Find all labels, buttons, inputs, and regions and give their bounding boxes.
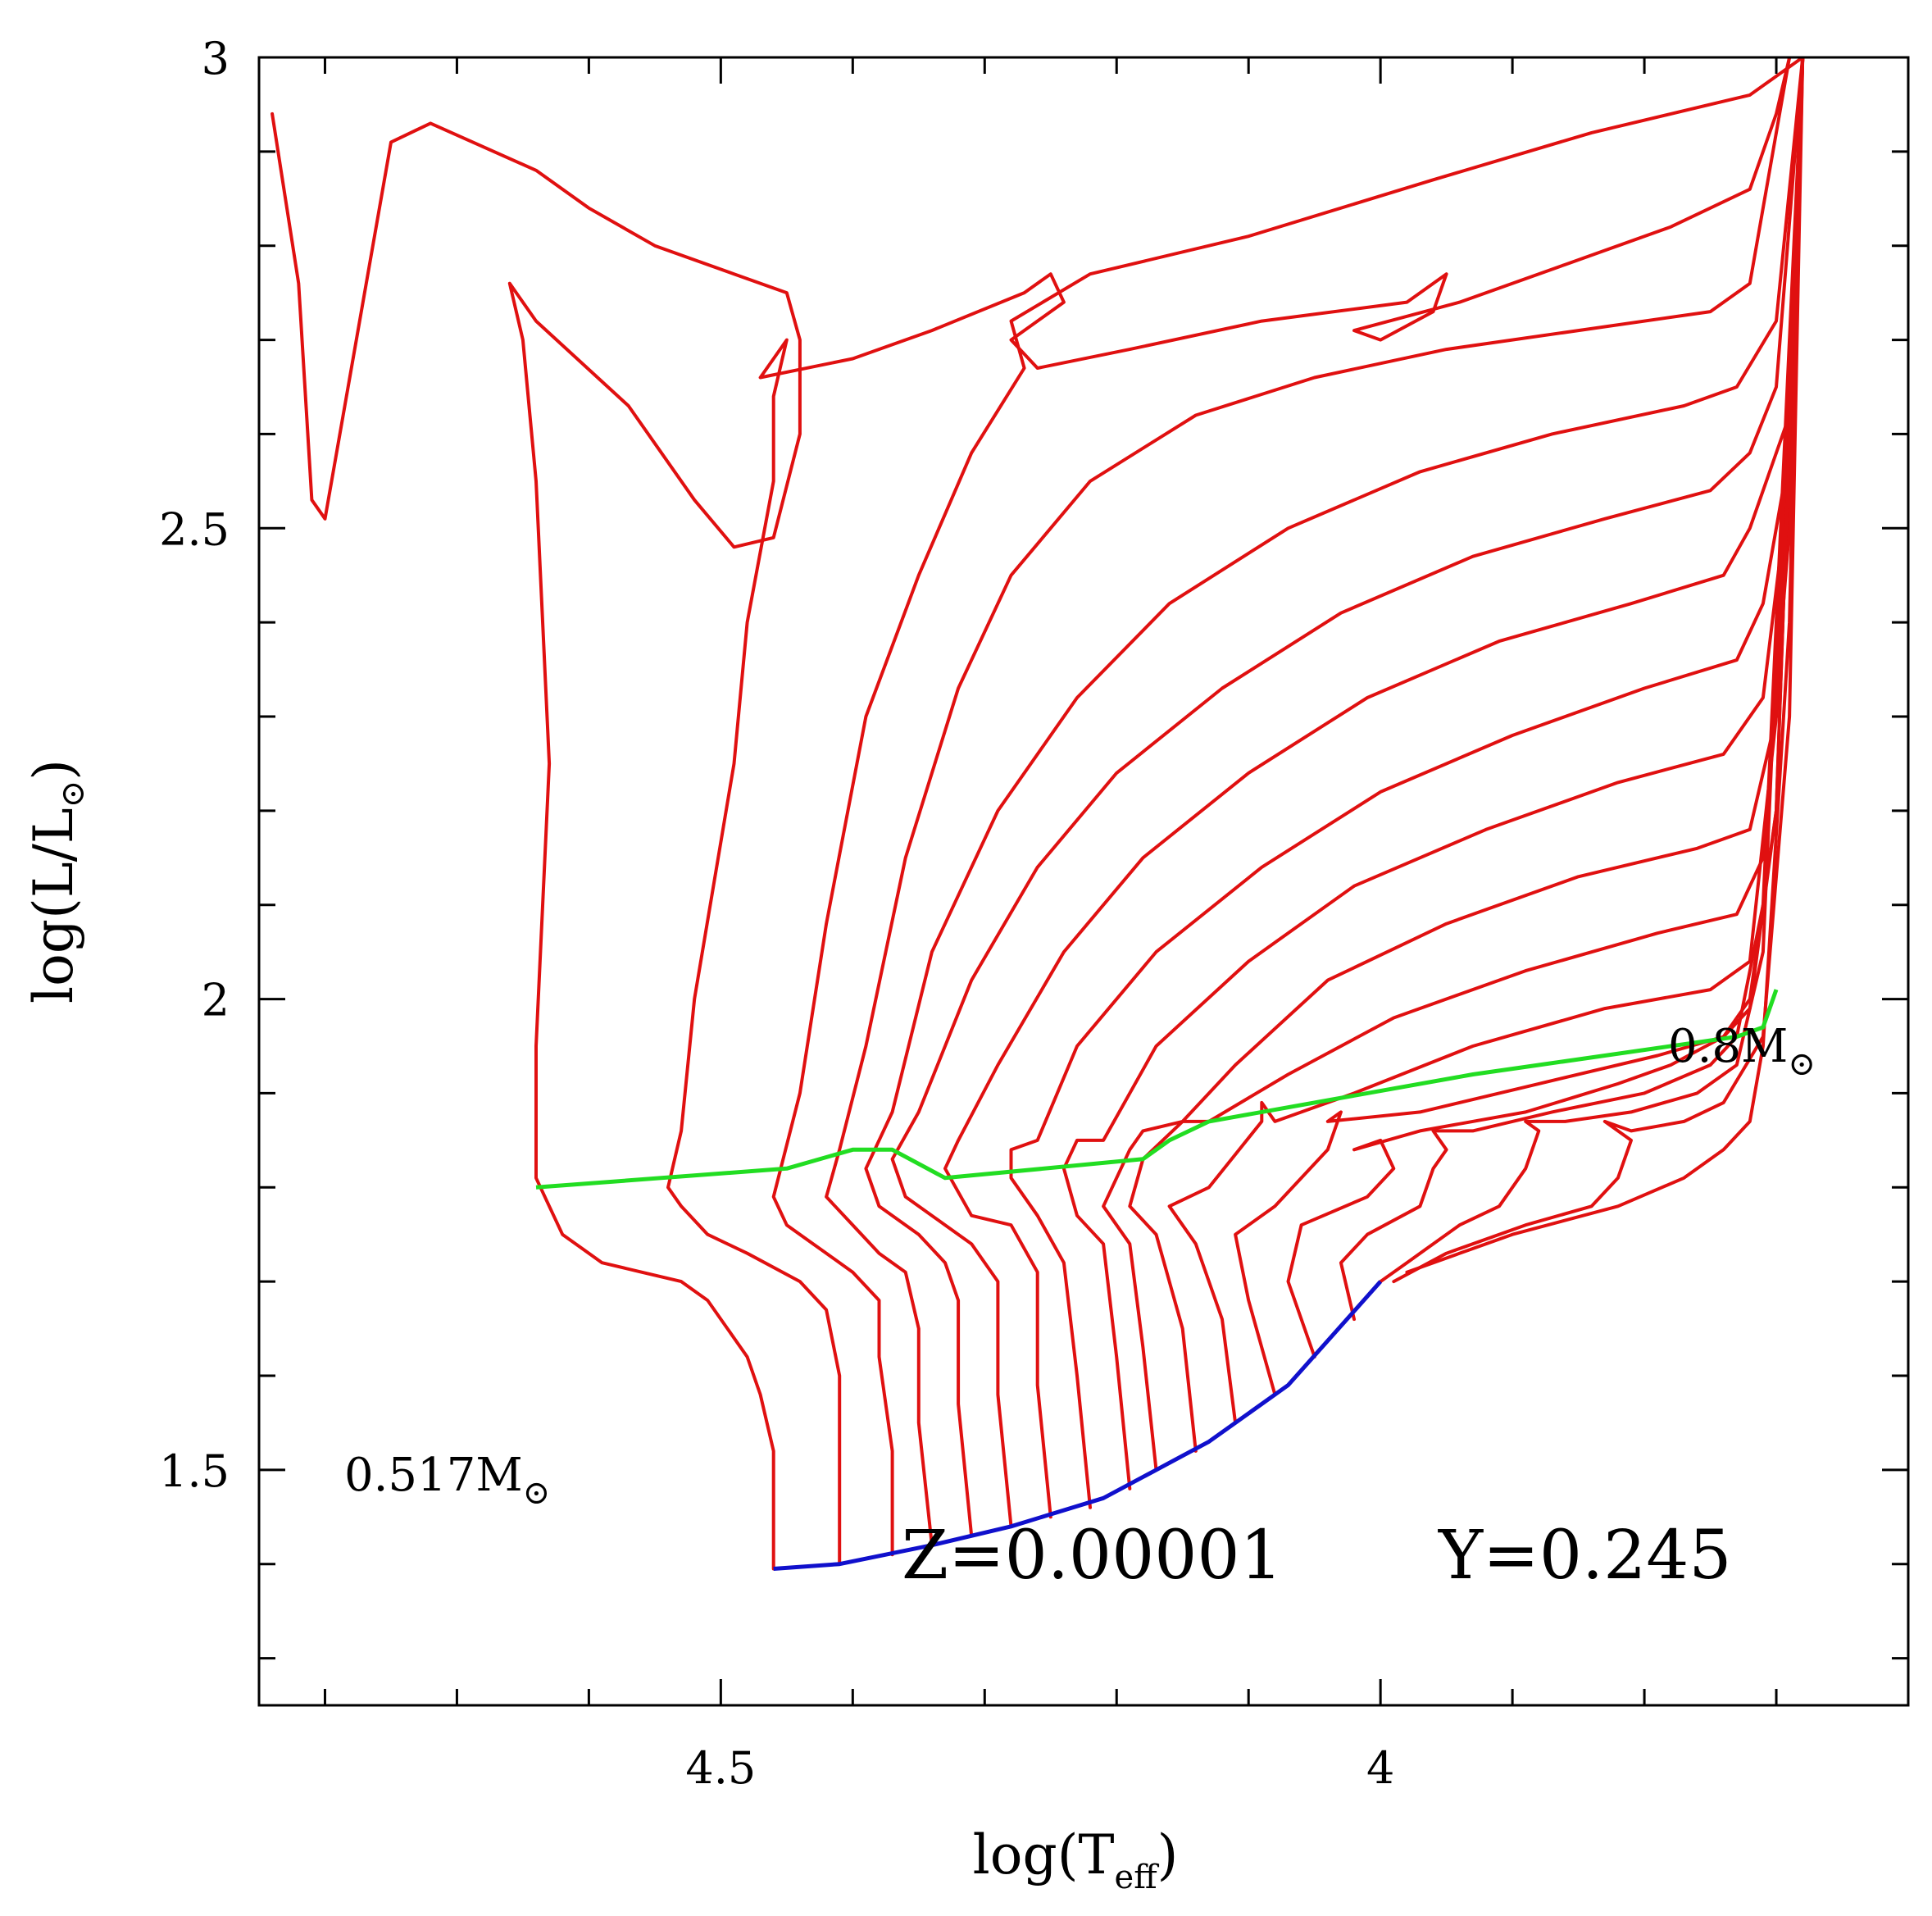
x-tick-label: 4.5 — [685, 1742, 756, 1794]
y-tick-label: 1.5 — [159, 1445, 230, 1497]
y-tick-label: 2.5 — [159, 503, 230, 555]
helium-label: Y=0.245 — [1438, 1517, 1732, 1595]
x-tick-label: 4 — [1366, 1742, 1394, 1794]
metallicity-label: Z=0.00001 — [902, 1517, 1283, 1595]
y-tick-label: 3 — [202, 33, 230, 84]
y-tick-label: 2 — [202, 975, 230, 1026]
